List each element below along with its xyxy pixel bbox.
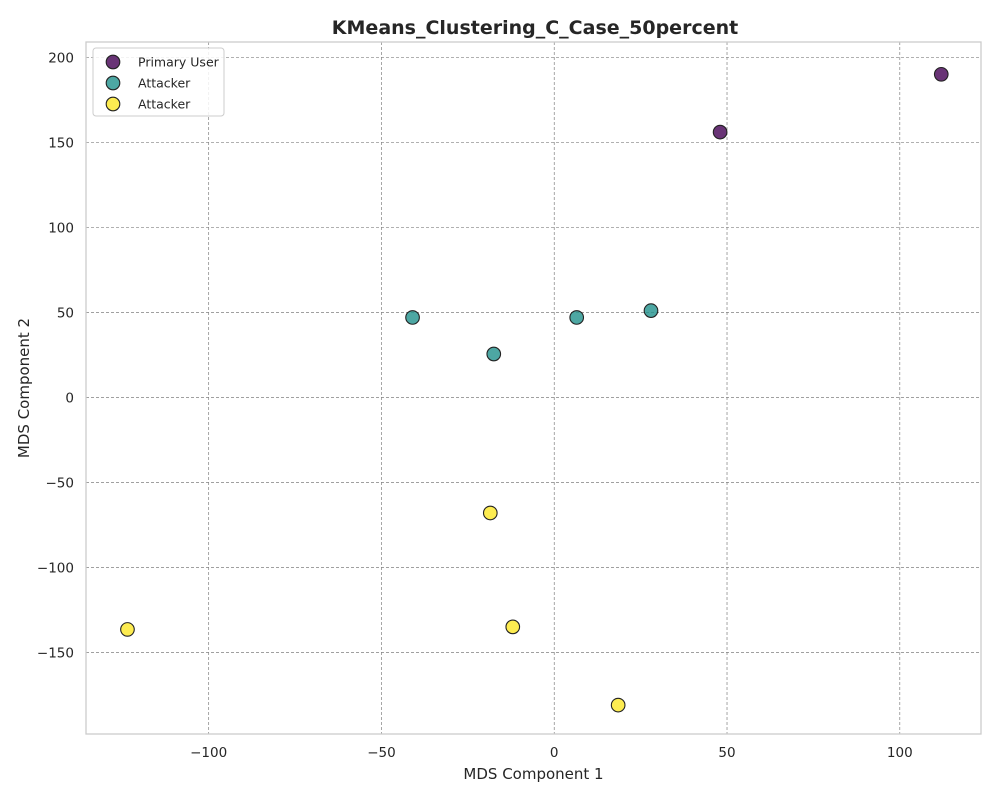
plot-area-frame (85, 41, 982, 735)
x-tick-label: −100 (190, 745, 227, 761)
legend-marker (105, 75, 121, 91)
x-axis-label: MDS Component 1 (463, 765, 603, 783)
legend-marker (105, 54, 121, 70)
data-point-series-1 (712, 124, 728, 140)
legend-label: Attacker (138, 97, 191, 112)
data-point-series-1 (933, 66, 949, 82)
x-tick-label: 50 (718, 745, 735, 761)
data-point-series-2 (643, 303, 659, 318)
data-point-series-2 (569, 310, 585, 325)
tick-labels: −100 −50 0 50 100 −150 −100 −50 0 50 100 150 200 (37, 50, 913, 761)
y-tick-label: 0 (65, 390, 74, 406)
y-tick-label: 50 (57, 305, 74, 321)
y-tick-label: −150 (37, 645, 74, 661)
y-tick-label: −50 (46, 475, 75, 491)
chart-title: KMeans_Clustering_C_Case_50percent (332, 17, 738, 39)
legend-label: Primary User (138, 55, 220, 70)
legend-marker (105, 96, 121, 112)
y-tick-label: 100 (48, 220, 74, 236)
data-point-series-3 (505, 619, 521, 635)
legend: Primary User Attacker Attacker (92, 47, 225, 117)
y-axis-label: MDS Component 2 (15, 318, 33, 458)
y-tick-label: 200 (48, 50, 74, 66)
grid-layer (86, 42, 981, 734)
data-point-series-3 (610, 697, 626, 713)
x-tick-label: −50 (367, 745, 396, 761)
x-tick-label: 100 (887, 745, 913, 761)
data-point-series-2 (405, 310, 420, 325)
data-point-series-3 (120, 622, 135, 637)
data-point-series-3 (482, 505, 498, 521)
x-tick-label: 0 (550, 745, 559, 761)
legend-label: Attacker (138, 76, 191, 91)
y-tick-label: 150 (48, 135, 74, 151)
y-tick-label: −100 (37, 560, 74, 576)
legend-box (92, 47, 225, 117)
data-point-series-2 (486, 346, 502, 362)
data-points (120, 66, 949, 713)
